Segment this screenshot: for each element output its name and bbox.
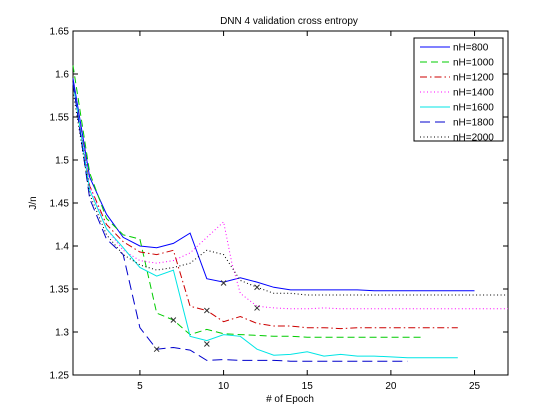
series-line-nh-2000 <box>72 91 508 296</box>
y-tick-label: 1.3 <box>55 328 69 339</box>
x-tick-label: 10 <box>218 381 230 392</box>
legend-entry: nH=1800 <box>420 118 494 129</box>
x-tick-label: 15 <box>302 381 314 392</box>
legend-label: nH=1800 <box>453 118 494 129</box>
y-tick-label: 1.25 <box>50 371 70 382</box>
series-line-nh-800 <box>72 78 475 292</box>
legend-label: nH=1600 <box>453 103 494 114</box>
series-marker-x <box>203 307 210 314</box>
legend-box <box>413 37 504 142</box>
y-tick-label: 1.55 <box>50 113 70 124</box>
y-tick-label: 1.45 <box>50 199 70 210</box>
y-tick-label: 1.35 <box>50 285 70 296</box>
series-marker-x <box>203 341 210 347</box>
series-marker-x <box>220 280 227 286</box>
legend-label: nH=1400 <box>453 88 494 99</box>
x-axis-label: # of Epoch <box>266 394 314 405</box>
legend-label: nH=1200 <box>453 73 494 84</box>
y-tick-label: 1.5 <box>55 156 69 167</box>
series-line-nh-1800 <box>72 82 408 362</box>
series-line-nh-1000 <box>72 65 425 338</box>
legend-entry: nH=1200 <box>420 73 494 84</box>
x-tick-label: 25 <box>469 381 481 392</box>
series-marker-x <box>153 346 160 353</box>
y-tick-label: 1.4 <box>55 242 69 253</box>
legend-label: nH=800 <box>453 43 489 54</box>
series-marker-x <box>254 305 260 311</box>
legend-entry: nH=1600 <box>420 103 494 114</box>
y-tick-label: 1.65 <box>50 27 70 38</box>
tick-layer: 5 10 15 20 25 1.25 1.3 1.35 1.4 1.45 1.5 1.55 1.6 1.6… <box>50 27 508 392</box>
legend-label: nH=2000 <box>453 133 494 144</box>
legend-label: nH=1000 <box>453 58 494 69</box>
series-line-nh-1600 <box>72 82 458 359</box>
legend-entry: nH=2000 <box>420 133 494 144</box>
marker-layer <box>153 280 260 353</box>
legend: nH=800 nH=1000 nH=1200 nH=1400 nH=1600 nH=180… <box>413 37 504 144</box>
y-tick-label: 1.6 <box>55 70 69 81</box>
series-line-nh-1200 <box>72 82 458 330</box>
legend-entry: nH=800 <box>420 43 489 54</box>
legend-entry: nH=1000 <box>420 58 494 69</box>
x-tick-label: 5 <box>137 381 143 392</box>
chart-title: DNN 4 validation cross entropy <box>220 16 358 27</box>
series-marker-x <box>170 317 177 323</box>
series-layer <box>72 65 508 362</box>
legend-entries: nH=800 nH=1000 nH=1200 nH=1400 nH=1600 nH=180… <box>420 43 494 144</box>
series-marker-x <box>254 284 260 291</box>
y-axis-label: J/n <box>28 196 39 209</box>
legend-entry: nH=1400 <box>420 88 494 99</box>
x-tick-label: 20 <box>385 381 397 392</box>
